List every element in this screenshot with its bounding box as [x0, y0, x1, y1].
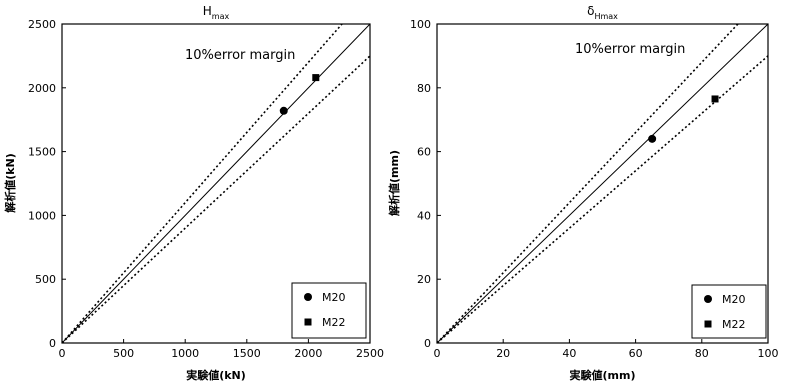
- point-m22: [312, 74, 320, 82]
- y-axis-label: 解析値(mm): [387, 150, 401, 216]
- point-m20: [648, 134, 657, 143]
- upper-error-line: [437, 24, 740, 343]
- x-tick-label: 1500: [233, 347, 261, 360]
- x-axis-label: 実験値(kN): [186, 368, 246, 382]
- y-tick-label: 0: [424, 337, 431, 350]
- x-tick-label: 60: [629, 347, 643, 360]
- equality-line: [437, 24, 768, 343]
- plot-frame: [61, 23, 371, 344]
- legend-box: [291, 282, 367, 339]
- legend: M20 M22: [691, 284, 767, 339]
- x-tick-label: 2000: [294, 347, 322, 360]
- point-m22: [711, 95, 719, 103]
- reference-lines: [437, 24, 768, 343]
- legend-box: [691, 284, 767, 339]
- y-tick-label: 0: [49, 337, 56, 350]
- error-margin-annotation: 10%error margin: [575, 42, 685, 57]
- y-tick-label: 60: [417, 146, 431, 159]
- chart-title: δHmax: [587, 4, 618, 21]
- chart-title: Hmax: [203, 4, 230, 21]
- x-axis-label: 実験値(mm): [570, 368, 636, 382]
- upper-error-line: [62, 24, 344, 343]
- x-tick-label: 0: [59, 347, 66, 360]
- y-tick-label: 1500: [28, 146, 56, 159]
- x-tick-label: 1000: [171, 347, 199, 360]
- x-tick-label: 0: [434, 347, 441, 360]
- legend-label-m22: M22: [322, 316, 346, 329]
- legend-label-m20: M20: [322, 291, 346, 304]
- y-tick-label: 2500: [28, 18, 56, 31]
- y-tick-label: 100: [410, 18, 431, 31]
- legend: M20 M22: [291, 282, 367, 339]
- lower-error-line: [437, 55, 768, 343]
- y-tick-label: 2000: [28, 82, 56, 95]
- x-tick-label: 2500: [356, 347, 384, 360]
- x-tick-label: 20: [496, 347, 510, 360]
- point-m20: [279, 106, 288, 115]
- legend-label-m22: M22: [722, 318, 746, 331]
- legend-marker-m20: [304, 293, 312, 301]
- y-tick-label: 20: [417, 273, 431, 286]
- legend-marker-m22: [704, 320, 712, 328]
- legend-marker-m20: [704, 295, 712, 303]
- legend-label-m20: M20: [722, 293, 746, 306]
- y-tick-label: 500: [35, 273, 56, 286]
- y-axis-label: 解析値(kN): [3, 153, 17, 213]
- chart-1: 0 500 1000 1500 2000 2500 0 500 1000 1500 2000 2500…: [3, 4, 384, 382]
- error-margin-annotation: 10%error margin: [185, 48, 295, 63]
- chart-2: 0 20 40 60 80 100 0 20 40 60 80 100 δHmax 実験値(mm) 解析値(…: [387, 4, 779, 382]
- x-tick-label: 80: [695, 347, 709, 360]
- y-tick-label: 40: [417, 209, 431, 222]
- x-tick-label: 100: [758, 347, 779, 360]
- legend-marker-m22: [304, 318, 312, 326]
- y-tick-label: 1000: [28, 209, 56, 222]
- x-tick-label: 500: [113, 347, 134, 360]
- y-tick-label: 80: [417, 82, 431, 95]
- plot-frame: [436, 23, 769, 344]
- x-tick-label: 40: [562, 347, 576, 360]
